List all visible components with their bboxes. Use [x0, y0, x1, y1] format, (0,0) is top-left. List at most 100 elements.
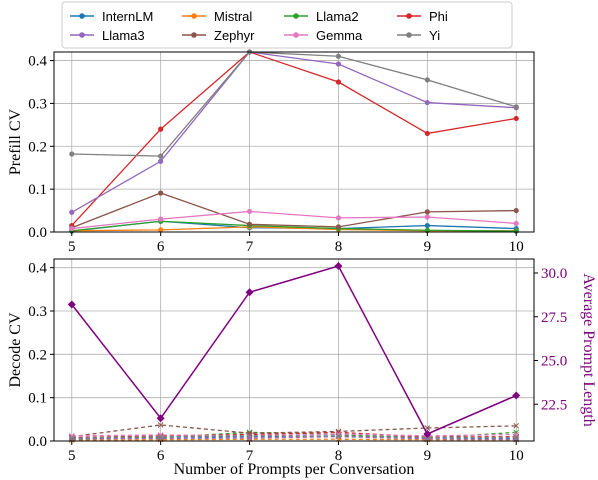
decode-point-zephyr [513, 422, 520, 429]
prefill-y-axis-label: Prefill CV [7, 108, 24, 175]
prefill-point-internlm [424, 222, 430, 229]
prefill-x-tick-label: 8 [335, 239, 343, 255]
decode-point-phi-b [157, 432, 164, 439]
prefill-point-gemma [424, 214, 430, 220]
prefill-y-tick-label: 0.2 [28, 139, 47, 155]
decode-cv-plot: 5 6 7 8 9 10 0.0 0.1 0.2 0.3 0.4 22.5 25.0 27.5 30.0 D… [7, 258, 597, 478]
prefill-point-zephyr [335, 224, 342, 230]
prefill-point-yi [335, 53, 342, 59]
decode-point-average-prompt-length [245, 288, 254, 297]
prefill-point-gemma [69, 225, 75, 232]
prefill-y-tick-label: 0.1 [28, 182, 47, 198]
decode-point-average-prompt-length [512, 391, 521, 400]
prefill-line-gemma [71, 210, 517, 230]
prefill-x-tick-label: 5 [68, 239, 76, 255]
decode-point-yi-b [335, 433, 342, 440]
prefill-point-yi [69, 151, 75, 157]
decode-y-axis-label: Decode CV [7, 312, 24, 388]
decode-y-tick-label: 0.2 [28, 347, 47, 363]
decode-point-yi-b [68, 435, 75, 441]
legend-label: Llama3 [102, 28, 145, 43]
decode-point-zephyr-b [157, 422, 164, 428]
decode-point-phi [157, 432, 164, 439]
decode-point-yi [68, 435, 75, 441]
average-prompt-length-axis-label: Average Prompt Length [580, 273, 597, 426]
prefill-point-llama3 [335, 61, 342, 67]
decode-point-average-prompt-length [334, 262, 343, 270]
decode-point-zephyr-b [68, 433, 75, 440]
decode-y2-tick-label: 22.5 [541, 397, 567, 413]
legend-entry-yi: Yi [397, 28, 440, 43]
prefill-plot-frame [53, 51, 535, 233]
legend-swatch-marker [293, 13, 299, 19]
decode-point-yi-b [513, 434, 520, 441]
decode-y2-tick-label: 27.5 [541, 310, 567, 326]
decode-point-gemma-b [68, 432, 75, 439]
decode-y-tick-label: 0.1 [28, 391, 47, 407]
prefill-line-llama3 [71, 51, 517, 213]
prefill-series-gemma [69, 208, 519, 232]
prefill-y-tick-label: 0.0 [28, 225, 47, 241]
legend-label: Mistral [214, 9, 252, 24]
legend-entry-mistral: Mistral [182, 9, 252, 24]
prefill-point-yi [158, 153, 164, 159]
decode-plot-frame [53, 258, 535, 442]
legend-entry-llama2: Llama2 [284, 9, 359, 24]
legend-swatch-marker [406, 32, 412, 38]
prefill-point-gemma [158, 216, 164, 222]
prefill-point-zephyr [424, 209, 430, 215]
prefill-line-phi [71, 51, 517, 227]
decode-x-tick-label: 6 [157, 448, 165, 464]
decode-x-tick-label: 9 [424, 448, 432, 464]
legend-entry-phi: Phi [397, 9, 448, 24]
prefill-point-llama3 [424, 99, 430, 106]
legend-swatch-marker [293, 32, 299, 38]
decode-point-llama2-b [157, 434, 164, 441]
decode-point-gemma-b [335, 431, 342, 437]
legend-swatch-marker [191, 13, 197, 19]
legend-frame [61, 1, 513, 49]
prefill-point-phi [513, 115, 519, 122]
decode-point-zephyr-b [513, 422, 520, 429]
decode-point-average-prompt-length [423, 430, 432, 438]
decode-point-zephyr [157, 422, 164, 428]
legend-entry-gemma: Gemma [284, 28, 363, 43]
decode-series-average-prompt-length [67, 262, 521, 438]
decode-line-mistral [71, 438, 517, 441]
prefill-point-gemma [335, 215, 342, 221]
decode-y2-tick-label: 25.0 [541, 354, 567, 370]
legend-label: Yi [429, 28, 440, 43]
prefill-line-llama2 [71, 220, 517, 232]
legend-swatch-marker [79, 32, 85, 38]
legend-label: Gemma [316, 28, 363, 43]
prefill-y-tick-label: 0.3 [28, 96, 47, 112]
decode-point-zephyr-b [335, 428, 342, 435]
prefill-point-llama3 [69, 209, 75, 215]
prefill-x-tick-label: 7 [246, 239, 254, 255]
legend-entry-zephyr: Zephyr [182, 28, 255, 43]
legend-swatch-marker [79, 13, 85, 19]
decode-y-tick-label: 0.4 [28, 261, 47, 277]
legend: InternLM Mistral Llama2 Phi Llama3 Zephyr Gemm… [61, 1, 513, 49]
decode-y2-tick-label: 30.0 [541, 266, 567, 282]
legend-label: Phi [429, 9, 448, 24]
legend-entry-internlm: InternLM [70, 9, 153, 24]
decode-y-tick-label: 0.0 [28, 434, 47, 450]
prefill-cv-plot: 5 6 7 8 9 10 0.0 0.1 0.2 0.3 0.4 Prefill CV [7, 49, 535, 255]
decode-point-average-prompt-length [156, 414, 165, 423]
prefill-point-yi [424, 77, 430, 83]
prefill-x-tick-label: 9 [424, 239, 432, 255]
prefill-point-llama3 [158, 158, 164, 164]
legend-swatch-marker [406, 13, 412, 19]
legend-label: Llama2 [316, 9, 359, 24]
prefill-point-gemma [246, 208, 253, 215]
prefill-point-zephyr [246, 221, 253, 227]
prefill-line-yi [71, 51, 517, 157]
decode-line-average-prompt-length [71, 265, 517, 435]
decode-point-phi-b [513, 433, 520, 440]
legend-label: InternLM [102, 9, 153, 24]
x-axis-label: Number of Prompts per Conversation [174, 461, 415, 478]
decode-point-yi [157, 433, 164, 440]
prefill-x-tick-label: 6 [157, 239, 165, 255]
decode-point-yi [513, 434, 520, 441]
